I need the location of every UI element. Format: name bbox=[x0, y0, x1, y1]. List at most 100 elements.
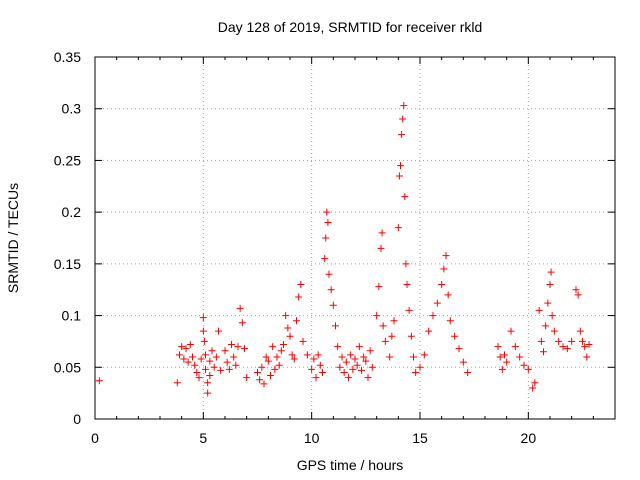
data-point bbox=[425, 327, 433, 335]
data-point bbox=[267, 372, 274, 380]
data-points bbox=[95, 102, 593, 397]
data-point bbox=[442, 252, 450, 260]
data-point bbox=[310, 355, 318, 363]
data-point bbox=[342, 358, 350, 366]
data-point bbox=[206, 357, 214, 365]
data-point bbox=[524, 365, 532, 373]
data-point bbox=[402, 260, 410, 268]
data-point bbox=[459, 358, 467, 366]
data-point bbox=[581, 343, 589, 351]
data-point bbox=[395, 172, 403, 180]
y-tick-label: 0.3 bbox=[62, 101, 82, 117]
data-point bbox=[576, 327, 584, 335]
grid-lines bbox=[95, 57, 615, 419]
data-point bbox=[208, 347, 216, 355]
data-point bbox=[351, 355, 359, 363]
data-point bbox=[323, 208, 331, 216]
data-point bbox=[334, 343, 342, 351]
data-point bbox=[550, 327, 558, 335]
data-point bbox=[288, 351, 296, 359]
y-tick-label: 0.05 bbox=[54, 359, 81, 375]
data-point bbox=[293, 317, 300, 325]
data-point bbox=[199, 314, 207, 322]
data-point bbox=[225, 365, 233, 373]
data-point bbox=[455, 345, 463, 353]
data-point bbox=[507, 327, 515, 335]
data-point bbox=[501, 351, 508, 359]
data-point bbox=[494, 343, 502, 351]
data-point bbox=[312, 374, 320, 382]
data-point bbox=[405, 306, 413, 314]
data-point bbox=[511, 343, 519, 351]
data-point bbox=[429, 312, 437, 320]
data-point bbox=[321, 255, 329, 263]
data-point bbox=[377, 244, 385, 252]
data-point bbox=[282, 312, 290, 320]
data-point bbox=[269, 343, 277, 351]
data-point bbox=[547, 268, 555, 276]
data-point bbox=[360, 353, 368, 361]
data-point bbox=[221, 347, 229, 355]
data-point bbox=[195, 374, 203, 382]
data-point bbox=[340, 368, 348, 376]
data-point bbox=[349, 365, 357, 373]
data-point bbox=[234, 343, 242, 351]
data-point bbox=[332, 322, 339, 330]
data-point bbox=[314, 351, 322, 359]
data-point bbox=[366, 347, 374, 355]
data-point bbox=[386, 353, 394, 361]
data-point bbox=[364, 374, 372, 382]
y-tick-label: 0.2 bbox=[62, 204, 82, 220]
data-point bbox=[336, 363, 344, 371]
data-point bbox=[189, 353, 196, 361]
data-point bbox=[544, 299, 552, 307]
data-point bbox=[243, 374, 251, 382]
data-point bbox=[433, 299, 441, 307]
data-point bbox=[338, 353, 346, 361]
data-point bbox=[358, 366, 365, 374]
data-point bbox=[277, 347, 285, 355]
x-tick-label: 0 bbox=[91, 430, 99, 446]
data-point bbox=[264, 357, 272, 365]
data-point bbox=[379, 322, 387, 330]
data-point bbox=[204, 379, 212, 387]
data-point bbox=[535, 306, 543, 314]
data-point bbox=[546, 281, 554, 289]
data-point bbox=[324, 218, 332, 226]
data-point bbox=[420, 351, 428, 359]
data-point bbox=[563, 345, 571, 353]
data-point bbox=[520, 361, 528, 369]
data-point bbox=[254, 368, 261, 376]
data-point bbox=[440, 265, 448, 273]
y-tick-label: 0.1 bbox=[62, 308, 82, 324]
data-point bbox=[498, 365, 506, 373]
data-point bbox=[327, 286, 335, 294]
data-point bbox=[215, 327, 222, 335]
data-point bbox=[299, 337, 307, 345]
data-point bbox=[186, 341, 194, 349]
data-point bbox=[258, 363, 266, 371]
data-point bbox=[210, 363, 218, 371]
data-point bbox=[574, 291, 582, 299]
data-point bbox=[444, 291, 452, 299]
data-point bbox=[410, 353, 417, 361]
x-tick-label: 10 bbox=[304, 430, 320, 446]
data-point bbox=[241, 345, 248, 353]
data-point bbox=[585, 341, 593, 349]
axis-ticks bbox=[94, 56, 616, 420]
data-point bbox=[542, 322, 550, 330]
data-point bbox=[173, 379, 181, 387]
data-point bbox=[238, 319, 246, 327]
data-point bbox=[180, 355, 188, 363]
data-point bbox=[256, 376, 264, 384]
data-point bbox=[583, 353, 591, 361]
data-point bbox=[284, 324, 292, 332]
plot-frame bbox=[94, 56, 616, 420]
data-point bbox=[182, 345, 190, 353]
data-point bbox=[400, 102, 408, 110]
data-point bbox=[568, 337, 576, 345]
data-point bbox=[197, 355, 205, 363]
data-point bbox=[464, 368, 472, 376]
data-point bbox=[295, 293, 303, 301]
data-point bbox=[184, 358, 192, 366]
